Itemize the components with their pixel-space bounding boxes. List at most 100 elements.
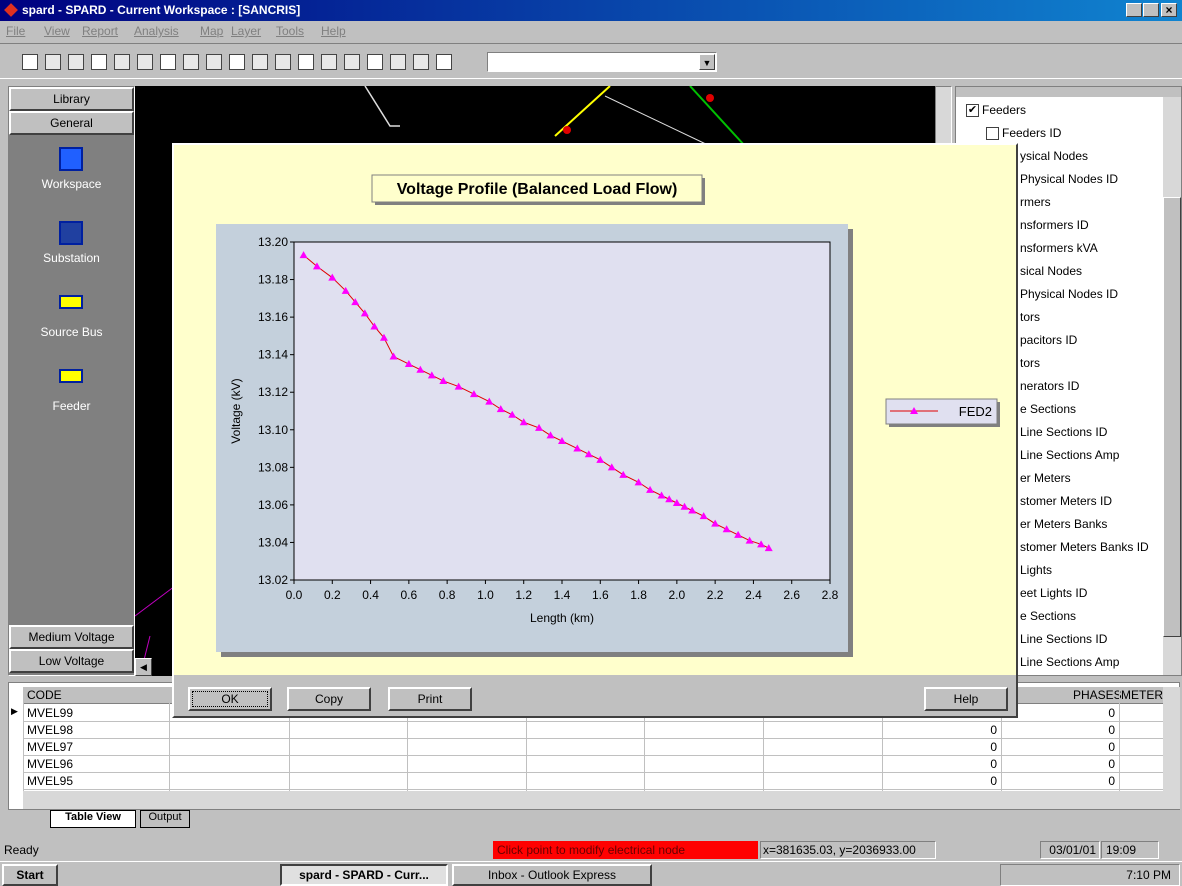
palette-label[interactable]: Substation: [9, 251, 134, 265]
tool-icon[interactable]: [275, 54, 291, 70]
tree-item[interactable]: tors: [1020, 356, 1040, 370]
tab-button[interactable]: Medium Voltage: [9, 625, 134, 649]
help-button[interactable]: Help: [924, 687, 1008, 711]
plot-area: [294, 242, 830, 580]
menu-item[interactable]: Tools: [276, 24, 304, 38]
toolbar: ▼: [0, 43, 1182, 79]
cell: 0: [1079, 740, 1115, 754]
menu-item[interactable]: Layer: [231, 24, 261, 38]
tree-item[interactable]: Line Sections Amp: [1020, 655, 1119, 669]
menu-item[interactable]: File: [6, 24, 25, 38]
tool-icon[interactable]: [252, 54, 268, 70]
tool-icon[interactable]: [91, 54, 107, 70]
menu-item[interactable]: Report: [82, 24, 118, 38]
print-button[interactable]: Print: [388, 687, 472, 711]
palette-icon[interactable]: [59, 295, 83, 309]
y-tick-label: 13.06: [258, 498, 288, 512]
menu-item[interactable]: Help: [321, 24, 346, 38]
menu-item[interactable]: Analysis: [134, 24, 179, 38]
tree-item[interactable]: nsformers kVA: [1020, 241, 1098, 255]
tab-button[interactable]: General: [9, 111, 134, 135]
cell: 0: [961, 774, 997, 788]
x-tick-label: 2.0: [669, 588, 686, 602]
tree-item[interactable]: nerators ID: [1020, 379, 1079, 393]
tab-button[interactable]: Library: [9, 87, 134, 111]
tab[interactable]: Table View: [50, 810, 136, 828]
tree-item[interactable]: e Sections: [1020, 609, 1076, 623]
palette-label[interactable]: Feeder: [9, 399, 134, 413]
menu-item[interactable]: Map: [200, 24, 223, 38]
copy-button[interactable]: Copy: [287, 687, 371, 711]
tool-icon[interactable]: [298, 54, 314, 70]
minimize-button[interactable]: [1126, 3, 1142, 17]
column-header[interactable]: CODE: [27, 688, 62, 702]
tree-item[interactable]: Line Sections Amp: [1020, 448, 1119, 462]
scrollbar[interactable]: [1163, 97, 1181, 675]
tree-item[interactable]: Line Sections ID: [1020, 425, 1107, 439]
task-button[interactable]: Inbox - Outlook Express: [452, 864, 652, 886]
tool-icon[interactable]: [321, 54, 337, 70]
tree-item[interactable]: e Sections: [1020, 402, 1076, 416]
tool-icon[interactable]: [413, 54, 429, 70]
tree-item[interactable]: stomer Meters ID: [1020, 494, 1112, 508]
tree-item[interactable]: Lights: [1020, 563, 1052, 577]
palette-icon[interactable]: [59, 147, 83, 171]
tree-item[interactable]: Physical Nodes ID: [1020, 172, 1118, 186]
tree-item[interactable]: eet Lights ID: [1020, 586, 1087, 600]
tree-item[interactable]: Feeders ID: [1002, 126, 1061, 140]
tool-icon[interactable]: [68, 54, 84, 70]
taskbar: Start spard - SPARD - Curr... Inbox - Ou…: [0, 861, 1182, 886]
cell: MVEL97: [27, 740, 73, 754]
palette-icon[interactable]: [59, 221, 83, 245]
tool-icon[interactable]: [45, 54, 61, 70]
tool-icon[interactable]: [344, 54, 360, 70]
palette-label[interactable]: Source Bus: [9, 325, 134, 339]
cell: MVEL98: [27, 723, 73, 737]
app-icon: [4, 3, 18, 17]
tab[interactable]: Output: [140, 810, 190, 828]
tool-icon[interactable]: [390, 54, 406, 70]
maximize-button[interactable]: [1143, 3, 1159, 17]
tool-icon[interactable]: [206, 54, 222, 70]
x-tick-label: 1.0: [477, 588, 494, 602]
tree-item[interactable]: tors: [1020, 310, 1040, 324]
palette-label[interactable]: Workspace: [9, 177, 134, 191]
tool-icon[interactable]: [367, 54, 383, 70]
tree-item[interactable]: sical Nodes: [1020, 264, 1082, 278]
tree-item[interactable]: pacitors ID: [1020, 333, 1077, 347]
task-button[interactable]: spard - SPARD - Curr...: [280, 864, 448, 886]
menu-item[interactable]: View: [44, 24, 70, 38]
combo-box[interactable]: ▼: [487, 52, 717, 72]
tab-button[interactable]: Low Voltage: [9, 649, 134, 673]
close-button[interactable]: ×: [1161, 3, 1177, 17]
tool-icon[interactable]: [137, 54, 153, 70]
tool-icon[interactable]: [160, 54, 176, 70]
status-coords: x=381635.03, y=2036933.00: [760, 841, 936, 859]
tool-icon[interactable]: [229, 54, 245, 70]
checkbox[interactable]: ✔: [966, 104, 979, 117]
tree-item[interactable]: Feeders: [982, 103, 1026, 117]
tree-item[interactable]: er Meters Banks: [1020, 517, 1107, 531]
column-header[interactable]: PHASES: [1073, 688, 1117, 702]
tree-item[interactable]: Physical Nodes ID: [1020, 287, 1118, 301]
tool-icon[interactable]: [22, 54, 38, 70]
tool-icon[interactable]: [183, 54, 199, 70]
checkbox[interactable]: [986, 127, 999, 140]
tree-item[interactable]: er Meters: [1020, 471, 1071, 485]
grid-hscrollbar[interactable]: [23, 791, 1180, 809]
palette-icon[interactable]: [59, 369, 83, 383]
tree-item[interactable]: stomer Meters Banks ID: [1020, 540, 1149, 554]
start-button[interactable]: Start: [2, 864, 58, 886]
tree-item[interactable]: rmers: [1020, 195, 1051, 209]
y-tick-label: 13.16: [258, 310, 288, 324]
tree-item[interactable]: ysical Nodes: [1020, 149, 1088, 163]
tool-icon[interactable]: [436, 54, 452, 70]
column-header[interactable]: METER: [1121, 688, 1163, 702]
y-tick-label: 13.20: [258, 235, 288, 249]
tree-item[interactable]: Line Sections ID: [1020, 632, 1107, 646]
status-time: 19:09: [1101, 841, 1159, 859]
ok-button[interactable]: OK: [188, 687, 272, 711]
tree-item[interactable]: nsformers ID: [1020, 218, 1089, 232]
grid-scrollbar[interactable]: [1163, 687, 1180, 791]
tool-icon[interactable]: [114, 54, 130, 70]
